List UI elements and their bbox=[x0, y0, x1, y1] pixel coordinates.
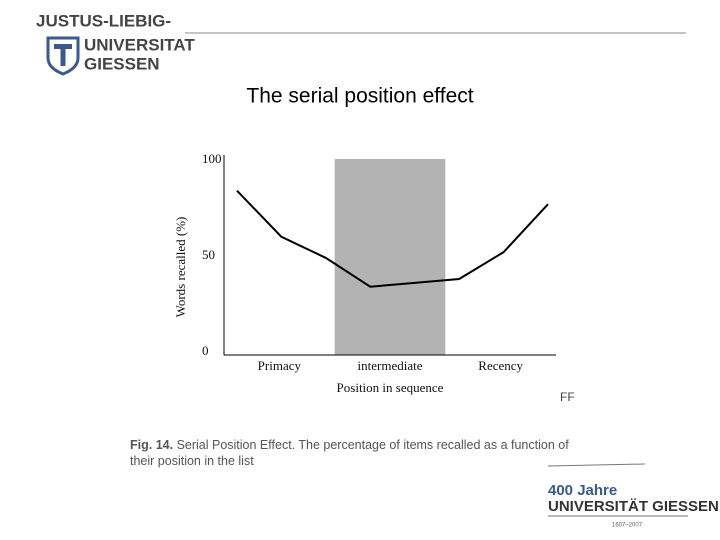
x-region-label: Primacy bbox=[258, 358, 302, 373]
x-axis-label: Position in sequence bbox=[337, 380, 444, 395]
caption-label: Fig. 14. bbox=[130, 438, 174, 452]
anniversary: 400 Jahre bbox=[548, 482, 617, 499]
university-name: GIESSEN bbox=[84, 54, 160, 73]
footer-years: 1607–2007 bbox=[612, 523, 643, 529]
slide-title: The serial position effect bbox=[246, 85, 473, 108]
corner-note: FF bbox=[560, 390, 575, 404]
caption: Fig. 14. Serial Position Effect. The per… bbox=[130, 437, 592, 469]
y-axis-label: Words recalled (%) bbox=[173, 217, 188, 318]
y-tick-label: 50 bbox=[202, 247, 215, 262]
footer-rule bbox=[547, 463, 646, 467]
university-name: JUSTUS-LIEBIG- bbox=[36, 11, 171, 30]
data-line bbox=[236, 190, 549, 288]
logo-t bbox=[54, 44, 72, 66]
footer-university: UNIVERSITÄT GIESSEN bbox=[548, 498, 719, 515]
x-region-label: Recency bbox=[478, 358, 523, 373]
caption-text: Serial Position Effect. The percentage o… bbox=[130, 438, 569, 468]
y-tick-label: 0 bbox=[202, 343, 209, 358]
y-tick-label: 100 bbox=[202, 151, 222, 166]
university-name: UNIVERSITAT bbox=[84, 35, 195, 54]
x-region-label: intermediate bbox=[358, 358, 423, 373]
highlight-region bbox=[334, 159, 446, 355]
